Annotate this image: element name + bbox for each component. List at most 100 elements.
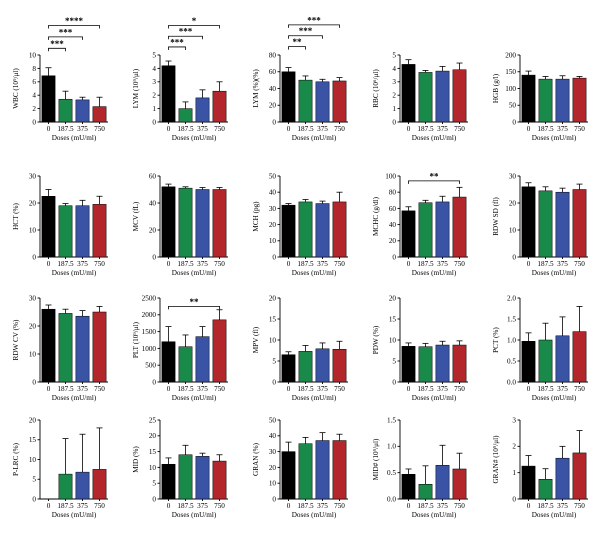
bar-187.5 [298,443,313,500]
y-axis-label: P-LRC (%) [12,442,20,476]
x-tick-label: 750 [214,260,225,268]
x-tick-label: 0 [167,502,171,510]
y-axis-label: RDW SD (fl) [492,197,500,236]
y-tick-label: 40 [269,432,277,440]
significance-bracket [288,35,323,39]
bar-750 [332,80,347,123]
y-tick-label: 30 [269,205,277,213]
y-tick-label: 8 [32,65,36,73]
x-tick-label: 0 [167,385,171,393]
x-tick-label: 187.5 [177,125,194,133]
y-tick-label: 10 [149,464,157,472]
bar-375 [315,348,330,383]
y-tick-label: 2 [392,92,396,100]
x-tick-label: 187.5 [417,125,434,133]
x-tick-label: 0 [527,125,531,133]
x-tick-label: 750 [574,260,585,268]
y-tick-label: 0 [512,118,516,126]
y-tick-label: 1.5 [507,315,516,323]
bar-750 [572,189,587,258]
y-tick-label: 0 [32,118,36,126]
bar-0 [521,74,536,123]
x-tick-label: 0 [287,385,291,393]
y-tick-label: 1500 [142,328,157,336]
y-tick-label: 0 [32,378,36,386]
significance-label: **** [65,16,84,26]
x-tick-label: 187.5 [177,385,194,393]
y-tick-label: 2 [152,92,156,100]
y-tick-label: 0 [32,253,36,261]
chart-panel-19: 0.0 0.5 1.0 1.5 MID# (10⁹/μl) 0 187.5 375 750Dos… [372,416,468,519]
x-tick-label: 375 [557,502,568,510]
x-axis-label: Doses (mU/ml) [172,511,217,519]
x-tick-label: 375 [437,260,448,268]
bar-187.5 [298,201,313,258]
y-tick-label: 0 [512,495,516,503]
bar-375 [75,471,90,500]
bar-750 [452,468,467,500]
bar-0 [401,64,416,123]
y-axis-label: RBC (10⁶/μl) [372,69,380,108]
significance-bracket [168,35,203,40]
x-tick-label: 0 [527,502,531,510]
y-tick-label: 0 [272,118,276,126]
significance-label: * [192,16,197,26]
y-tick-label: 20 [509,199,517,207]
y-axis-label: GRAN (%) [252,442,260,476]
x-tick-label: 750 [214,125,225,133]
y-tick-label: 0 [512,253,516,261]
x-axis-label: Doses (mU/ml) [532,134,577,142]
y-tick-label: 20 [269,464,277,472]
bar-375 [435,201,450,258]
bar-187.5 [178,108,193,123]
significance-bracket [408,180,460,184]
x-tick-label: 375 [77,260,88,268]
bar-187.5 [538,339,553,383]
x-tick-label: 0 [287,502,291,510]
bar-187.5 [58,313,73,383]
bar-187.5 [538,78,553,123]
y-tick-label: 2 [32,105,36,113]
y-axis-label: MID# (10⁹/μl) [372,438,380,480]
y-tick-label: 1 [512,469,516,477]
x-tick-label: 187.5 [57,385,74,393]
y-tick-label: 6 [32,78,36,86]
bar-750 [92,204,107,258]
significance-label: *** [299,26,313,36]
y-tick-label: 0 [392,253,396,261]
y-tick-label: 5 [152,51,156,59]
bar-750 [212,460,227,500]
x-tick-label: 187.5 [177,260,194,268]
y-tick-label: 30 [269,448,277,456]
x-tick-label: 0 [407,385,411,393]
bar-0 [401,473,416,500]
bar-375 [195,456,210,500]
y-tick-label: 4 [32,92,36,100]
x-axis-label: Doses (mU/ml) [532,269,577,277]
y-tick-label: 0 [272,495,276,503]
y-tick-label: 100 [505,85,516,93]
bar-187.5 [58,98,73,123]
y-tick-label: 5 [272,357,276,365]
y-tick-label: 10 [509,226,517,234]
significance-label: *** [50,39,64,49]
bar-0 [41,196,56,258]
x-tick-label: 375 [77,125,88,133]
y-tick-label: 25 [149,416,157,424]
y-tick-label: 20 [29,322,37,330]
y-tick-label: 0 [392,118,396,126]
significance-bracket [288,24,340,28]
y-tick-label: 1 [392,105,396,113]
y-axis-label: MCH (pg) [252,201,260,232]
x-tick-label: 187.5 [537,502,554,510]
chart-panel-12: 0 500 1000 1500 2000 2500 PLT (10⁹/μl) 0 187.5 37… [132,294,228,402]
y-tick-label: 10 [29,226,37,234]
x-tick-label: 750 [94,385,105,393]
